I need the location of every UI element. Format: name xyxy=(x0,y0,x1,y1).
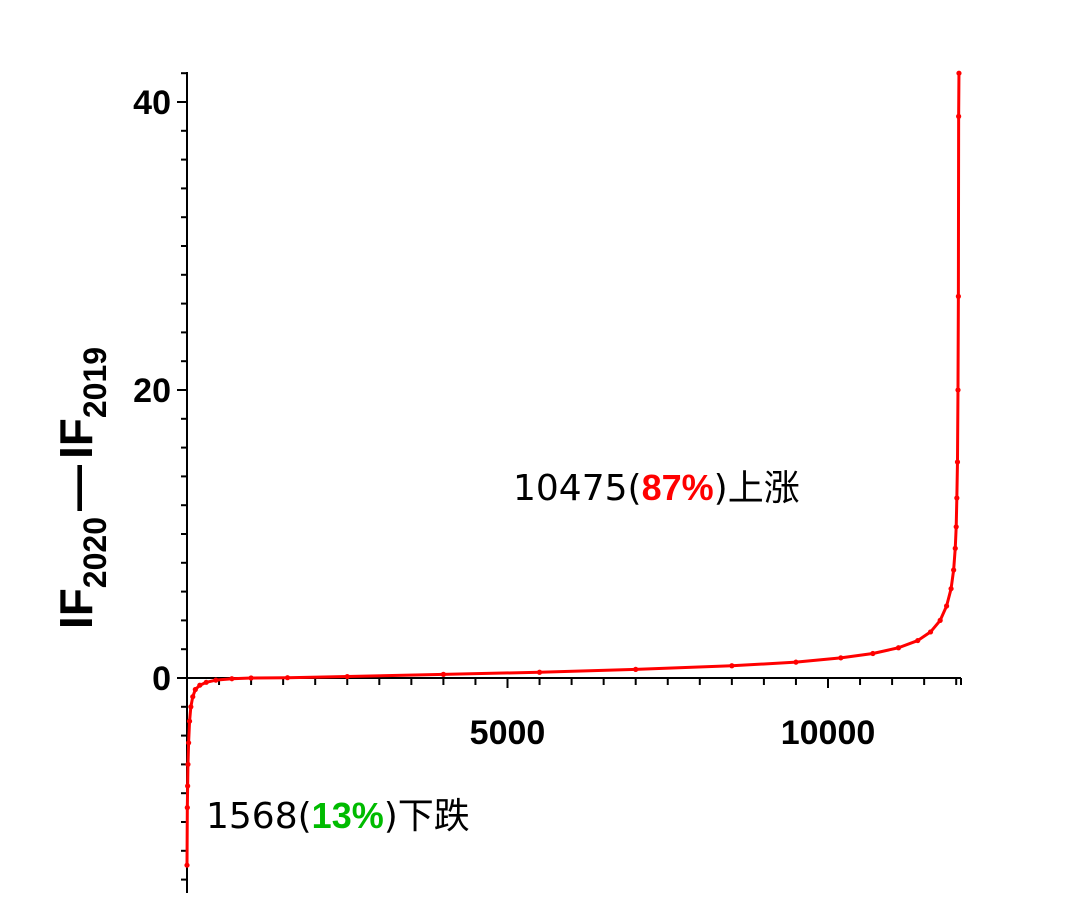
annotation-decrease-word: 下跌 xyxy=(398,796,470,837)
data-point xyxy=(284,675,291,681)
annotation-increase-open: ( xyxy=(628,468,642,509)
series-layer xyxy=(184,70,962,868)
data-point xyxy=(948,586,954,592)
data-point xyxy=(197,682,203,688)
data-point xyxy=(956,113,962,119)
y-label-main-1: IF xyxy=(50,588,102,629)
annotation-decrease-pct: 13% xyxy=(312,795,384,836)
data-point xyxy=(954,459,961,465)
data-point xyxy=(184,805,190,811)
data-point xyxy=(793,659,799,665)
y-label-sub-2: 2019 xyxy=(77,347,113,418)
data-point xyxy=(185,761,191,768)
annotation-increase: 10475(87%)上涨 xyxy=(513,467,800,509)
data-point xyxy=(952,545,958,552)
y-label-dash: — xyxy=(50,465,102,511)
annotation-decrease-close: ) xyxy=(384,796,398,837)
annotation-increase-count: 10475 xyxy=(513,468,628,509)
x-ticks: 5000 10000 xyxy=(218,678,962,752)
y-tick-label: 40 xyxy=(133,84,171,122)
y-ticks: 0 20 40 xyxy=(133,72,187,881)
x-tick-label: 5000 xyxy=(470,714,546,752)
data-point xyxy=(870,650,876,657)
y-label-sub-1: 2020 xyxy=(77,517,113,588)
annotation-increase-close: ) xyxy=(714,468,728,509)
data-point xyxy=(633,666,639,672)
annotation-decrease-count: 1568 xyxy=(206,796,298,837)
y-tick-label: 20 xyxy=(133,372,171,410)
data-point xyxy=(229,676,235,682)
data-point xyxy=(915,637,921,644)
data-point xyxy=(344,673,350,680)
y-label-main-2: IF xyxy=(50,418,102,459)
y-tick-label: 0 xyxy=(152,660,171,698)
data-point xyxy=(186,740,192,746)
data-point xyxy=(203,679,209,685)
annotation-decrease: 1568(13%)下跌 xyxy=(206,795,470,837)
data-point xyxy=(953,524,959,530)
data-point xyxy=(729,663,735,669)
data-point xyxy=(536,669,543,675)
data-point xyxy=(955,293,961,299)
data-point xyxy=(895,645,902,651)
data-point xyxy=(190,694,196,700)
x-tick-label: 10000 xyxy=(781,714,876,752)
data-point xyxy=(248,675,254,681)
annotation-decrease-open: ( xyxy=(298,796,312,837)
data-point xyxy=(440,671,446,678)
data-point xyxy=(927,629,934,635)
data-point xyxy=(185,783,191,789)
data-point xyxy=(937,617,943,624)
annotation-increase-word: 上涨 xyxy=(728,468,800,509)
data-point xyxy=(943,603,950,609)
data-point xyxy=(192,686,198,693)
data-point xyxy=(956,70,962,76)
data-point xyxy=(838,655,844,661)
data-point xyxy=(213,677,219,683)
data-point xyxy=(955,387,961,393)
data-point xyxy=(954,495,960,501)
data-point xyxy=(184,862,190,868)
annotation-increase-pct: 87% xyxy=(642,467,714,508)
y-axis-label: IF2020—IF2019 xyxy=(50,347,113,629)
data-point xyxy=(188,704,194,710)
data-point xyxy=(186,718,193,724)
data-point xyxy=(951,567,957,573)
